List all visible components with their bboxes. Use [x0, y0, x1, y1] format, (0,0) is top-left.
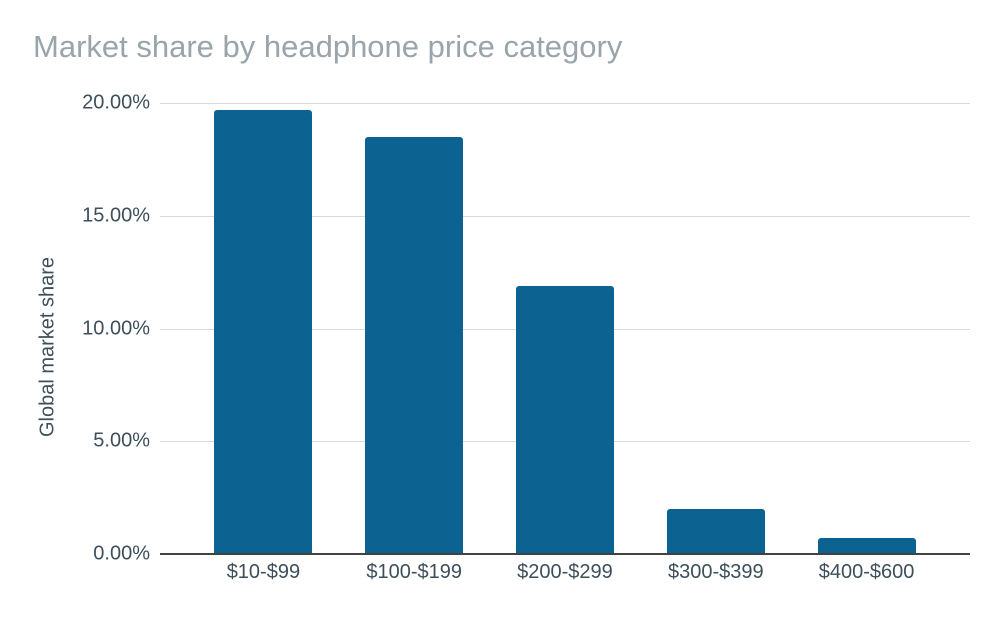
x-axis-tick-labels: $10-$99 $100-$199 $200-$299 $300-$399 $400-$… [160, 561, 970, 584]
bar [515, 285, 614, 554]
gridline [160, 103, 970, 104]
bar-slot [640, 103, 791, 554]
x-tick-label: $300-$399 [667, 561, 764, 583]
bar [365, 136, 464, 554]
bar-slot [791, 103, 942, 554]
y-tick-label: 10.00% [82, 317, 150, 339]
bar [214, 109, 313, 554]
x-axis-line [160, 553, 970, 555]
plot-area [160, 103, 970, 555]
bar-slot [490, 103, 641, 554]
y-tick-label: 0.00% [93, 542, 150, 565]
y-tick-label: 15.00% [82, 204, 150, 227]
bar-slot [188, 103, 339, 554]
chart-title: Market share by headphone price category [33, 29, 623, 64]
y-axis-tick-labels: 0.00% 5.00% 10.00% 15.00% 20.00% [0, 92, 150, 565]
bars-layer [160, 103, 970, 554]
bar-slot [339, 103, 490, 554]
gridline [160, 215, 970, 217]
y-tick-label: 5.00% [93, 429, 150, 452]
x-tick-label: $400-$600 [818, 561, 915, 583]
x-tick-label: $200-$299 [517, 561, 613, 583]
bar [666, 508, 765, 554]
x-tick-label: $100-$199 [366, 561, 463, 583]
x-tick-label: $10-$99 [226, 561, 301, 583]
bar [817, 538, 916, 554]
y-tick-label: 20.00% [82, 91, 150, 114]
